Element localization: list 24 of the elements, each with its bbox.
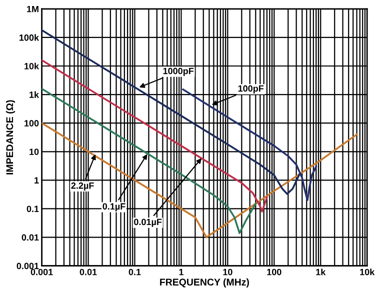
y-tick-label: 100 (24, 120, 39, 126)
y-tick-label: 0.01 (22, 234, 39, 241)
annotation: 0.01µF (134, 218, 162, 227)
annotation: 100pF (238, 85, 264, 94)
y-tick-label: 0.1 (26, 206, 39, 212)
y-tick-label: 10 (30, 148, 39, 155)
x-tick-label: 0.01 (80, 268, 97, 276)
annotation: 2.2µF (71, 182, 94, 191)
y-tick-label: 1 (34, 177, 39, 184)
y-tick-label: 0.001 (16, 262, 39, 270)
y-tick-label: 1M (27, 6, 38, 12)
x-tick-label: 10k (360, 268, 375, 276)
y-tick-label: 10k (24, 62, 40, 70)
x-axis-title: FREQUENCY (MHz) (160, 278, 249, 288)
annotation: 0.1µF (102, 203, 126, 212)
x-tick-label: 1k (316, 268, 326, 276)
y-tick-label: 1k (30, 91, 40, 98)
x-tick-label: 1 (179, 268, 184, 276)
y-tick-label: 100k (20, 34, 40, 41)
x-tick-label: 10 (223, 268, 232, 276)
annotation: 1000pF (163, 68, 194, 76)
x-tick-label: 100 (267, 268, 282, 276)
y-axis-title: IMPEDANCE (Ω) (6, 100, 16, 174)
x-tick-label: 0.1 (128, 268, 141, 276)
